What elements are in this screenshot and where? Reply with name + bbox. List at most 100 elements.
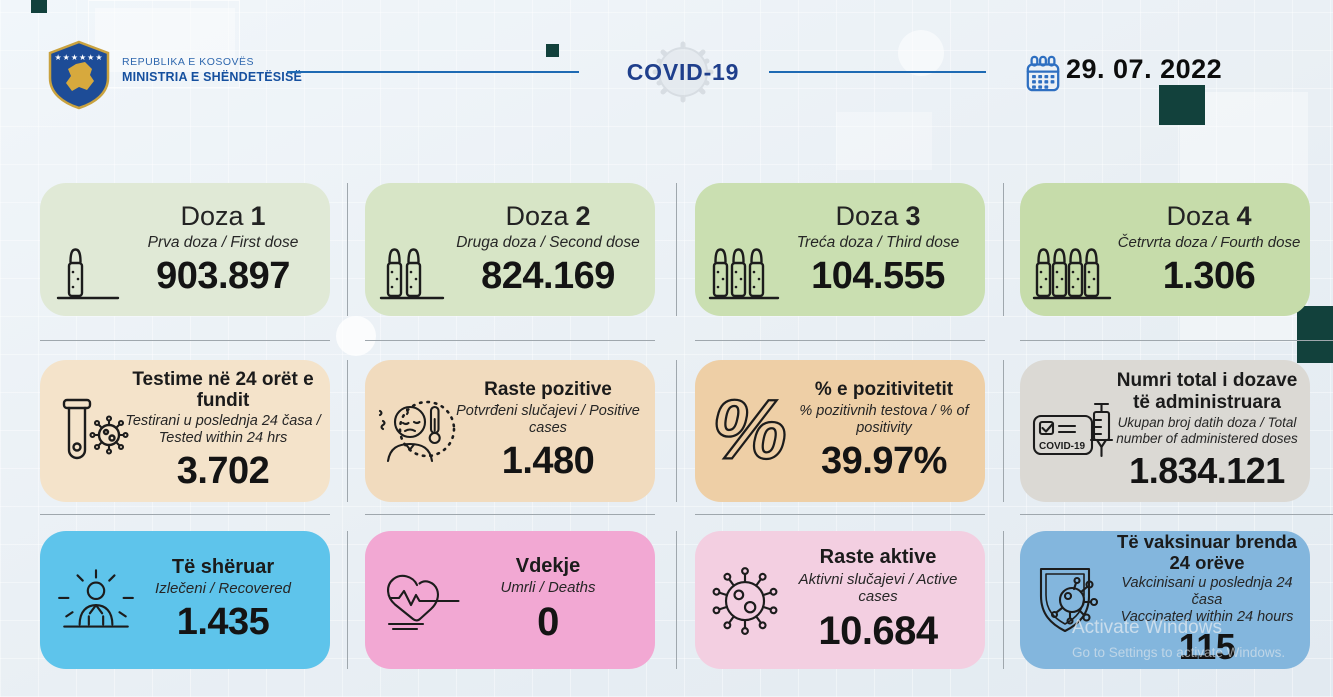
divider: [1003, 183, 1004, 316]
svg-text:★★★★★★: ★★★★★★: [54, 53, 103, 62]
card-value: 3.702: [176, 450, 270, 493]
card-value: 0: [537, 600, 559, 645]
card-active-cases: Raste aktive Aktivni slučajevi / Active …: [695, 531, 985, 669]
card-title: Të shëruar: [171, 555, 275, 578]
divider: [347, 531, 348, 669]
card-subtitle: Izlečeni / Recovered: [155, 580, 291, 598]
card-title: Doza 1: [180, 200, 266, 231]
kosovo-coat-of-arms: ★★★★★★: [48, 40, 110, 110]
card-value: 824.169: [481, 255, 615, 298]
card-subtitle: Druga doza / Second dose: [456, 233, 640, 251]
card-subtitle: Testirani u poslednja 24 časa / Tested w…: [125, 413, 321, 447]
divider: [1020, 340, 1333, 341]
card-value: 1.306: [1162, 254, 1256, 297]
card-vaccinated-24h: Të vaksinuar brenda 24 orëve Vakcinisani…: [1020, 531, 1310, 669]
card-positivity-rate: % % e pozitivitetit % pozitivnih testova…: [695, 360, 985, 502]
card-title: Numri total i dozave të administruara: [1116, 370, 1298, 413]
deco-teal-bar: [1297, 306, 1333, 363]
divider: [676, 183, 677, 316]
card-value: 1.480: [501, 439, 595, 482]
bg-soft-circle: [898, 30, 944, 76]
divider: [365, 514, 655, 515]
card-subtitle-en: Vaccinated within 24 hours: [1120, 608, 1294, 625]
ampoules-3-icon: [708, 248, 780, 300]
shield-virus-icon: [1039, 567, 1099, 633]
virus-icon: [711, 567, 779, 635]
card-title: Raste aktive: [819, 546, 937, 569]
card-title: % e pozitivitetit: [814, 379, 954, 401]
card-value: 115: [1178, 625, 1236, 667]
covid-certificate-syringe-icon: COVID-19: [1032, 402, 1114, 458]
header-rule-left: [287, 71, 579, 73]
divider: [1003, 360, 1004, 502]
ministry-header: REPUBLIKA E KOSOVËS MINISTRIA E SHËNDETË…: [122, 56, 302, 84]
card-value: 39.97%: [821, 439, 947, 482]
card-total-doses: COVID-19 Numri total i dozave të adminis…: [1020, 360, 1310, 502]
card-value: 10.684: [818, 608, 938, 653]
card-value: 104.555: [811, 255, 945, 298]
divider: [695, 340, 985, 341]
card-title: Doza 2: [505, 200, 591, 231]
card-subtitle: Vakcinisani u poslednja 24 časa: [1121, 574, 1293, 608]
card-value: 1.435: [176, 601, 270, 644]
divider: [347, 360, 348, 502]
card-value: 903.897: [156, 255, 290, 298]
card-subtitle: Ukupan broj datih doza / Total number of…: [1116, 414, 1298, 446]
divider: [676, 360, 677, 502]
card-title: Vdekje: [515, 554, 581, 577]
divider: [676, 531, 677, 669]
divider: [40, 514, 330, 515]
percent-icon: %: [711, 393, 788, 469]
divider: [1020, 514, 1333, 515]
card-tests-24h: Testime në 24 orët e fundit Testirani u …: [40, 360, 330, 502]
card-recovered: Të shëruar Izlečeni / Recovered 1.435: [40, 531, 330, 669]
card-dose-3: Doza 3 Treća doza / Third dose 104.555: [695, 183, 985, 316]
divider: [40, 340, 330, 341]
card-title: Doza 3: [835, 200, 921, 231]
card-subtitle: % pozitivnih testova / % of positivity: [799, 402, 969, 436]
card-title: Të vaksinuar brenda 24 orëve: [1117, 531, 1297, 573]
card-deaths: Vdekje Umrli / Deaths 0: [365, 531, 655, 669]
republic-name: REPUBLIKA E KOSOVËS: [122, 56, 255, 68]
card-subtitle: Prva doza / First dose: [147, 233, 299, 251]
card-subtitle: Treća doza / Third dose: [796, 233, 960, 251]
card-title: Doza 4: [1166, 201, 1252, 232]
card-dose-2: Doza 2 Druga doza / Second dose 824.169: [365, 183, 655, 316]
header-rule-right: [769, 71, 986, 73]
test-tube-virus-icon: [62, 398, 129, 460]
card-subtitle: Četrvrta doza / Fourth dose: [1117, 234, 1301, 252]
card-title: Testime në 24 orët e fundit: [132, 368, 314, 411]
bg-soft-rect: [836, 112, 932, 170]
deco-teal-square: [546, 44, 559, 57]
divider: [365, 340, 655, 341]
card-value: 1.834.121: [1129, 449, 1285, 491]
bg-soft-circle: [336, 316, 376, 356]
heart-ekg-icon: [387, 574, 460, 631]
divider: [1003, 531, 1004, 669]
card-positive-cases: Raste pozitive Potvrđeni slučajevi / Pos…: [365, 360, 655, 502]
sick-person-icon: [378, 400, 456, 463]
card-dose-4: Doza 4 Četrvrta doza / Fourth dose 1.306: [1020, 183, 1310, 316]
svg-text:%: %: [712, 393, 787, 469]
card-dose-1: Doza 1 Prva doza / First dose 903.897: [40, 183, 330, 316]
windows-activation-watermark: Activate Windows: [1072, 617, 1222, 638]
card-subtitle: Umrli / Deaths: [500, 579, 596, 597]
divider: [695, 514, 985, 515]
report-date: 29. 07. 2022: [1066, 54, 1223, 84]
ministry-name: MINISTRIA E SHËNDETËSISË: [122, 70, 303, 84]
calendar-icon: [1026, 55, 1060, 92]
page-title: COVID-19: [626, 59, 740, 85]
deco-teal-square: [1159, 85, 1205, 125]
card-title: Raste pozitive: [484, 379, 612, 401]
deco-teal-square: [31, 0, 47, 13]
card-subtitle: Aktivni slučajevi / Active cases: [798, 570, 958, 606]
divider: [347, 183, 348, 316]
windows-activation-watermark-sub: Go to Settings to activate Windows.: [1072, 645, 1286, 660]
virus-watermark-icon: [652, 41, 714, 103]
ampoules-2-icon: [379, 248, 445, 300]
card-subtitle: Potvrđeni slučajevi / Positive cases: [456, 402, 640, 436]
recovered-person-icon: [58, 569, 134, 628]
ampoule-1-icon: [56, 248, 120, 300]
ampoules-4-icon: [1032, 248, 1112, 300]
